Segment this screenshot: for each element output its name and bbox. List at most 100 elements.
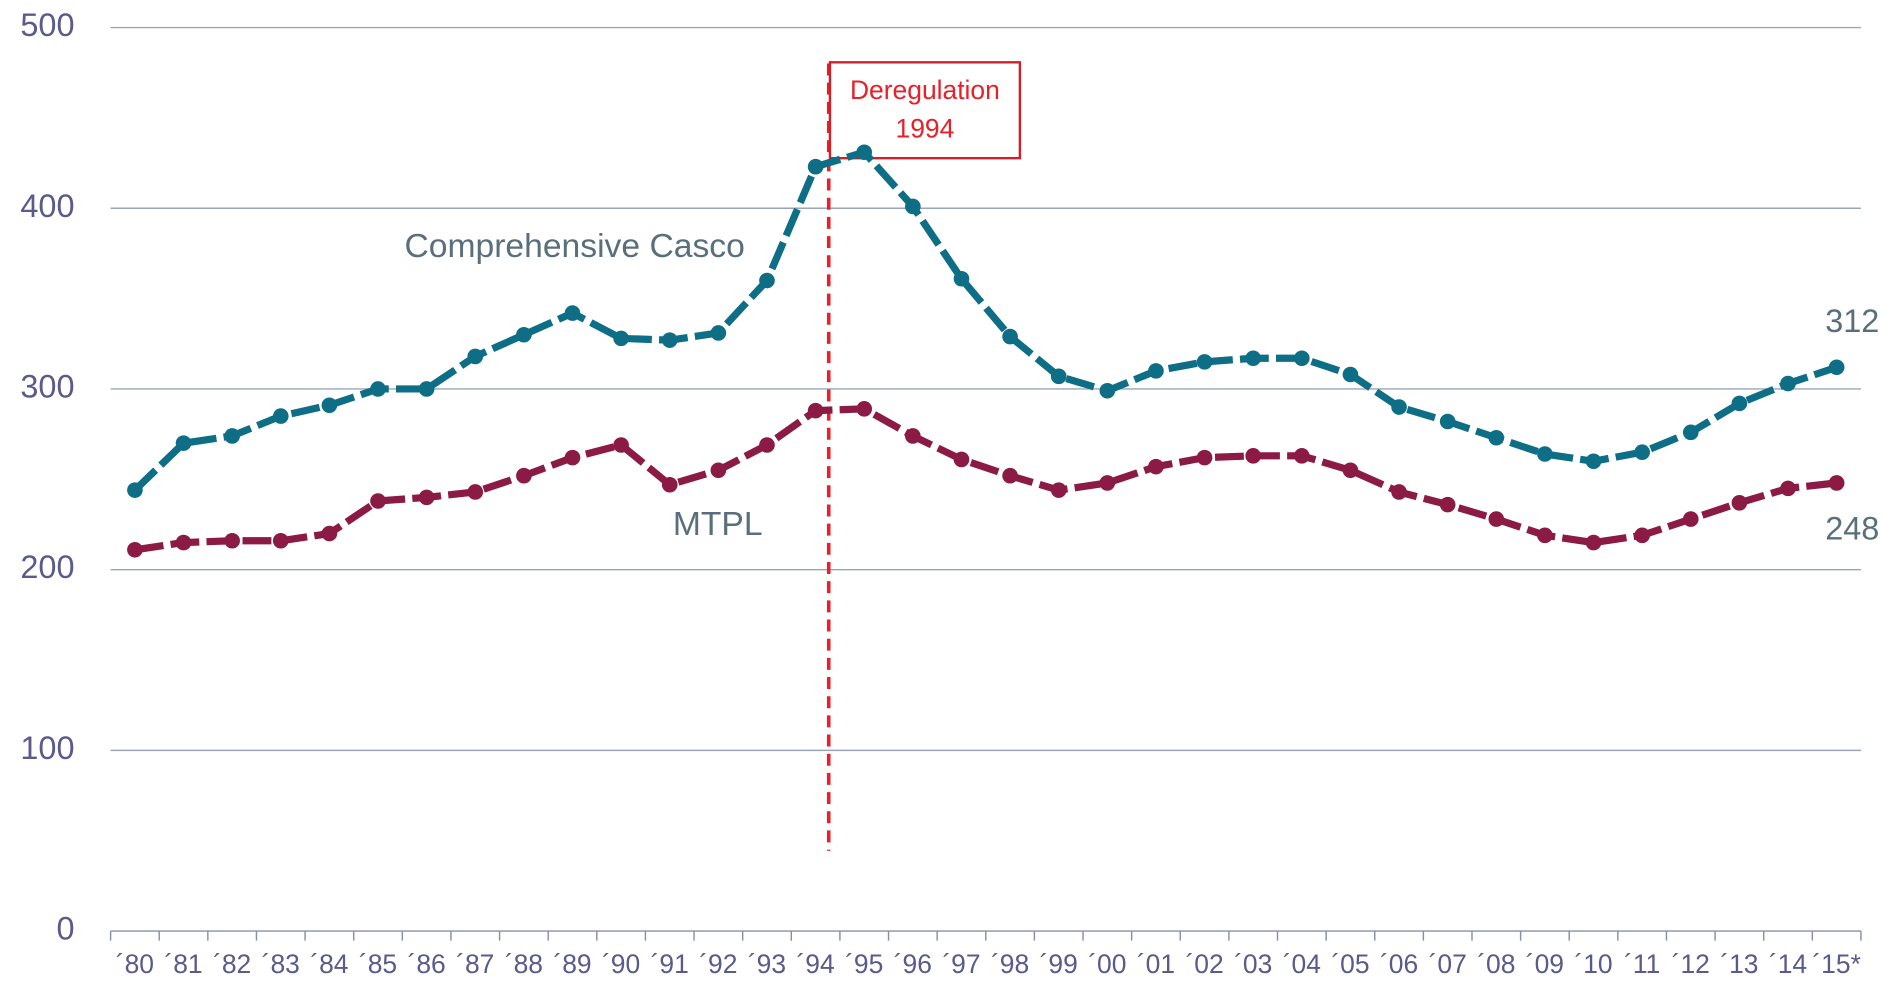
y-tick-label: 500 bbox=[20, 7, 74, 43]
x-tick-label: ´09 bbox=[1526, 949, 1564, 979]
data-point bbox=[418, 381, 435, 397]
data-point bbox=[1196, 354, 1213, 370]
value-label: 312 bbox=[1825, 303, 1879, 339]
data-point bbox=[661, 332, 678, 348]
data-point bbox=[710, 462, 727, 479]
data-point bbox=[1828, 359, 1845, 376]
data-point bbox=[905, 428, 921, 444]
data-point bbox=[370, 381, 386, 397]
data-point bbox=[1294, 350, 1310, 367]
data-point bbox=[1148, 363, 1164, 379]
data-point bbox=[613, 330, 629, 347]
x-tick-label: ´04 bbox=[1283, 949, 1321, 979]
data-point bbox=[127, 542, 143, 558]
data-point bbox=[1682, 424, 1699, 441]
y-tick-label: 0 bbox=[56, 911, 74, 947]
x-tick-label: ´96 bbox=[894, 949, 932, 979]
data-point bbox=[1585, 453, 1602, 470]
data-point bbox=[1780, 375, 1796, 392]
data-point bbox=[1439, 496, 1456, 513]
data-point bbox=[1002, 467, 1018, 484]
data-point bbox=[418, 489, 435, 506]
data-point bbox=[1196, 449, 1213, 466]
x-tick-label: ´10 bbox=[1574, 949, 1612, 979]
data-point bbox=[1731, 395, 1748, 412]
data-point bbox=[224, 428, 240, 444]
x-tick-label: ´87 bbox=[456, 949, 494, 979]
data-point bbox=[1439, 413, 1456, 430]
x-tick-label: ´93 bbox=[748, 949, 786, 979]
data-point bbox=[175, 435, 192, 451]
data-point bbox=[224, 532, 240, 549]
data-point bbox=[175, 534, 192, 551]
x-tick-label: ´99 bbox=[1040, 949, 1078, 979]
data-point bbox=[953, 270, 970, 287]
x-tick-label: ´86 bbox=[408, 949, 446, 979]
value-label: 248 bbox=[1825, 510, 1879, 546]
y-tick-label: 300 bbox=[20, 369, 74, 405]
x-tick-label: ´82 bbox=[213, 949, 251, 979]
x-tick-label: ´85 bbox=[359, 949, 397, 979]
data-point bbox=[759, 272, 775, 289]
data-point bbox=[856, 144, 873, 161]
data-point bbox=[759, 437, 775, 453]
series-line bbox=[132, 148, 1838, 493]
data-point bbox=[1099, 475, 1116, 491]
data-point bbox=[807, 158, 824, 175]
x-tick-label: ´00 bbox=[1088, 949, 1126, 979]
x-tick-label: ´13 bbox=[1720, 949, 1758, 979]
data-point bbox=[1342, 462, 1359, 479]
data-point bbox=[1537, 446, 1553, 462]
data-point bbox=[272, 408, 289, 424]
x-tick-label: ´84 bbox=[310, 949, 348, 979]
series-label: Comprehensive Casco bbox=[404, 228, 744, 265]
data-point bbox=[807, 402, 824, 419]
data-point bbox=[1634, 444, 1650, 461]
x-tick-label: ´95 bbox=[845, 949, 883, 979]
data-point bbox=[1391, 484, 1407, 500]
x-tick-label: ´88 bbox=[505, 949, 543, 979]
data-point bbox=[856, 401, 873, 417]
annotation-box bbox=[828, 61, 1022, 160]
data-point bbox=[272, 532, 289, 549]
data-point bbox=[1245, 448, 1262, 464]
y-tick-label: 400 bbox=[20, 188, 74, 224]
data-point bbox=[564, 305, 581, 321]
data-point bbox=[613, 437, 629, 453]
x-tick-label: ´97 bbox=[942, 949, 980, 979]
data-point bbox=[321, 525, 338, 542]
x-tick-label: ´91 bbox=[651, 949, 689, 979]
data-point bbox=[1488, 429, 1505, 446]
y-tick-label: 100 bbox=[20, 730, 74, 766]
x-tick-label: ´80 bbox=[116, 949, 154, 979]
x-tick-label: ´03 bbox=[1234, 949, 1272, 979]
x-tick-label: ´12 bbox=[1672, 949, 1710, 979]
annotation-text: 1994 bbox=[895, 114, 954, 144]
data-point bbox=[370, 493, 386, 509]
data-point bbox=[1002, 328, 1018, 345]
x-tick-label: ´94 bbox=[796, 949, 834, 979]
data-point bbox=[1050, 482, 1067, 498]
data-point bbox=[321, 397, 338, 414]
y-tick-label: 200 bbox=[20, 549, 74, 585]
x-tick-label: ´83 bbox=[262, 949, 300, 979]
data-point bbox=[1537, 527, 1553, 544]
data-point bbox=[661, 476, 678, 493]
x-tick-label: ´92 bbox=[699, 949, 737, 979]
x-tick-label: ´11 bbox=[1624, 949, 1660, 979]
data-point bbox=[127, 482, 143, 498]
data-point bbox=[516, 467, 532, 484]
data-point bbox=[1828, 475, 1845, 491]
data-point bbox=[1780, 480, 1796, 497]
data-point bbox=[516, 326, 532, 343]
data-point bbox=[1245, 350, 1262, 367]
data-point bbox=[1731, 495, 1748, 511]
data-point bbox=[467, 484, 484, 500]
data-point bbox=[1148, 458, 1164, 475]
data-point bbox=[1050, 368, 1067, 385]
x-tick-label: ´01 bbox=[1137, 949, 1175, 979]
series-line bbox=[134, 405, 1838, 554]
data-point bbox=[467, 348, 484, 365]
